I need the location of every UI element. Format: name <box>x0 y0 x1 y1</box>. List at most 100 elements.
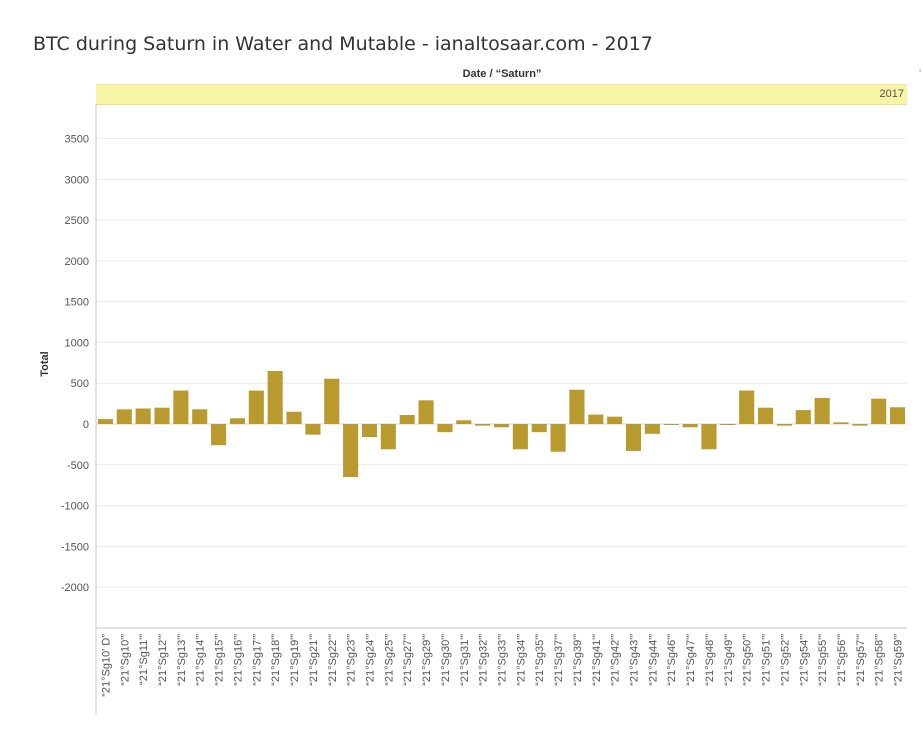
bar <box>663 424 679 425</box>
edge-mark: ‘ <box>919 68 922 79</box>
bar <box>890 407 906 424</box>
x-tick-label: “21°Sg32'” <box>478 634 490 686</box>
bar <box>135 408 151 424</box>
year-band: 2017 <box>96 84 907 105</box>
x-tick-label: “21°Sg27'” <box>402 634 414 686</box>
x-tick-label: “21°Sg23'” <box>346 634 358 686</box>
bar <box>833 422 849 424</box>
y-axis-title: Total <box>39 351 51 376</box>
x-tick-label: “21°Sg49'” <box>723 634 735 686</box>
bar <box>456 420 472 424</box>
x-tick-label: “21°Sg35'” <box>534 634 546 686</box>
x-tick-label: “21°Sg44'” <box>647 634 659 686</box>
x-tick-label: “21°Sg14'” <box>195 634 207 686</box>
bar <box>97 419 113 424</box>
x-tick-label: “21°Sg57'” <box>855 634 867 686</box>
bar <box>380 424 396 450</box>
x-tick-label: “21°Sg25'” <box>383 634 395 686</box>
bar <box>192 409 208 424</box>
x-tick-label: “21°Sg18'” <box>270 634 282 686</box>
bar <box>343 424 359 478</box>
x-tick-label: “21°Sg39'” <box>572 634 584 686</box>
x-tick-label: “21°Sg30'” <box>440 634 452 686</box>
x-tick-label: “21°Sg56'” <box>836 634 848 686</box>
y-tick-label: 3500 <box>65 133 89 145</box>
bar <box>116 409 132 424</box>
y-tick-label: 1500 <box>65 297 89 309</box>
bar <box>493 424 510 428</box>
x-tick-label: “21°Sg13'” <box>176 634 188 686</box>
y-tick-label: 2500 <box>65 215 89 227</box>
x-tick-label: “21°Sg34'” <box>515 634 527 686</box>
bar <box>588 414 604 424</box>
x-tick-label: “21°Sg43'” <box>629 634 641 686</box>
bar <box>814 397 830 424</box>
x-tick-label: “21°Sg29'” <box>421 634 433 686</box>
x-tick-label: “21°Sg41'” <box>591 634 603 686</box>
bar <box>739 390 755 424</box>
bar <box>211 424 227 446</box>
bar <box>625 424 642 451</box>
bar <box>776 424 792 426</box>
year-band-label: 2017 <box>879 88 904 100</box>
y-tick-label: -1500 <box>61 541 89 553</box>
x-tick-label: “21°Sg54'” <box>798 634 810 686</box>
y-tick-label: -2000 <box>61 582 89 594</box>
bar <box>795 410 811 424</box>
bar <box>512 424 528 450</box>
bar <box>758 407 774 424</box>
x-tick-label: “21°Sg24'” <box>364 634 376 686</box>
bar-layer <box>97 370 906 478</box>
bar <box>361 424 378 438</box>
y-tick-label: 1000 <box>65 337 89 349</box>
x-tick-label: “21°Sg22'” <box>327 634 339 686</box>
bar <box>701 424 717 450</box>
x-tick-label: “21°Sg46'” <box>666 634 678 686</box>
bar <box>475 424 491 426</box>
y-tick-label: 500 <box>71 378 89 390</box>
label-layer: 3500 3000 2500 2000 1500 1000 500 0 -500 -1000 -15… <box>39 133 905 696</box>
x-tick-label: “21°Sg31'” <box>459 634 471 686</box>
x-tick-label: “21°Sg55'” <box>817 634 829 686</box>
bar <box>286 411 302 424</box>
x-tick-label: “21°Sg10'” <box>119 634 131 686</box>
x-tick-label: “21°Sg47'” <box>685 634 697 686</box>
x-tick-label: “21°Sg12'” <box>157 634 169 686</box>
y-tick-label: -1000 <box>61 501 89 513</box>
bar <box>173 390 189 424</box>
axis-layer <box>95 104 907 715</box>
bar <box>399 415 415 424</box>
x-tick-label: “21°Sg11'” <box>138 634 150 685</box>
bar <box>154 407 170 424</box>
grid-layer <box>96 137 907 588</box>
column-header: Date / “Saturn” <box>462 68 542 80</box>
x-tick-label: “21°Sg52'” <box>779 634 791 686</box>
bar <box>569 389 585 424</box>
x-tick-label: “21°Sg21'” <box>308 634 320 686</box>
x-tick-label: “21°Sg19'” <box>289 634 301 686</box>
bar <box>229 418 245 424</box>
y-tick-label: -500 <box>67 460 89 472</box>
bar <box>682 424 698 428</box>
bar <box>248 390 264 424</box>
x-tick-label: “21°Sg16'” <box>232 634 244 686</box>
x-tick-label: “21°Sg58'” <box>874 634 886 686</box>
bar <box>720 424 736 425</box>
y-tick-label: 2000 <box>65 256 89 268</box>
bar <box>418 400 434 424</box>
y-tick-label: 3000 <box>65 174 89 186</box>
x-tick-label: “21°Sg51'” <box>761 634 773 686</box>
bar <box>871 398 887 424</box>
x-tick-label: “21°Sg17'” <box>251 634 263 686</box>
chart-title: BTC during Saturn in Water and Mutable -… <box>33 33 653 55</box>
x-tick-label: “21°Sg42'” <box>610 634 622 686</box>
bar <box>550 424 566 452</box>
bar <box>644 424 660 434</box>
bar <box>324 378 340 424</box>
x-tick-label: “21°Sg15'” <box>214 634 226 686</box>
x-tick-label: “21°Sg50'” <box>742 634 754 686</box>
x-tick-label: “21°Sg59'” <box>893 634 905 686</box>
x-tick-label: “21°Sg48'” <box>704 634 716 686</box>
bar <box>531 424 547 433</box>
